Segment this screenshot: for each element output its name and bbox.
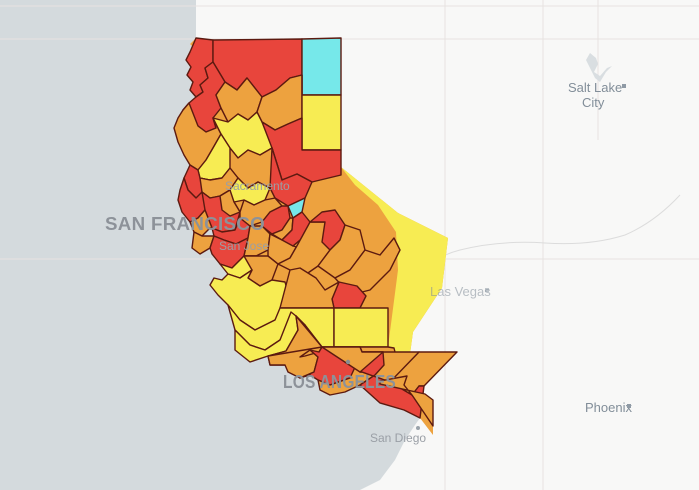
svg-text:LOS ANGELES: LOS ANGELES [283, 371, 396, 392]
svg-text:Las Vegas: Las Vegas [430, 284, 491, 299]
svg-text:San Jose: San Jose [219, 239, 269, 253]
svg-text:San Diego: San Diego [370, 431, 426, 445]
svg-text:Salt Lake: Salt Lake [568, 80, 622, 95]
svg-text:SAN FRANCISCO: SAN FRANCISCO [105, 213, 265, 234]
svg-text:Phoenix: Phoenix [585, 400, 632, 415]
svg-text:City: City [582, 95, 605, 110]
svg-text:Sacramento: Sacramento [225, 179, 290, 193]
